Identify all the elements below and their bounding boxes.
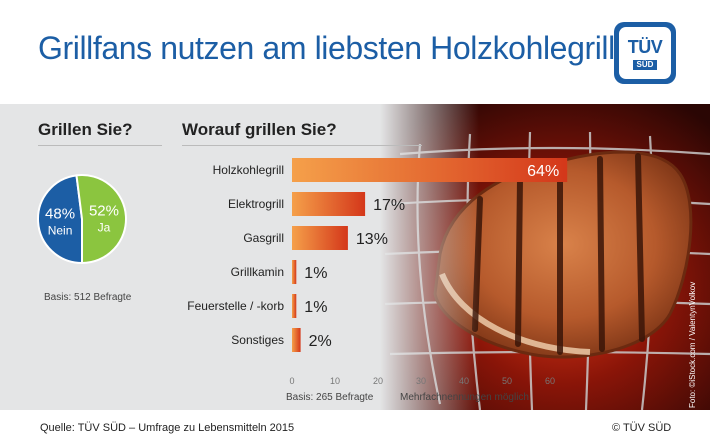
bar: [292, 328, 301, 352]
bar: [292, 260, 297, 284]
pie-slices: [37, 174, 127, 265]
bar-value-label: 17%: [373, 197, 405, 214]
source-note: Quelle: TÜV SÜD – Umfrage zu Lebensmitte…: [40, 422, 295, 434]
tuv-sud-logo: TÜV SÜD: [614, 22, 676, 84]
bar-category-label: Gasgrill: [243, 231, 284, 245]
copyright-note: © TÜV SÜD: [612, 422, 672, 434]
x-tick-label: 40: [459, 376, 469, 386]
page-title: Grillfans nutzen am liebsten Holzkohlegr…: [38, 30, 631, 66]
logo-line2: SÜD: [633, 60, 657, 70]
bar-divider: [182, 145, 422, 146]
pie-category-label: Ja: [98, 221, 111, 235]
pie-labels: 48%Nein 52%Ja: [45, 203, 119, 238]
bar-basis: Basis: 265 Befragte: [286, 392, 374, 403]
bar-value-label: 64%: [527, 163, 559, 180]
x-tick-label: 10: [330, 376, 340, 386]
x-tick-label: 60: [545, 376, 555, 386]
bar-category-label: Grillkamin: [231, 265, 284, 279]
logo-line1: TÜV: [627, 37, 663, 57]
bar-chart: 0 10 20 30 40 50 60 Holzkohlegrill 64% Elektrogr…: [187, 158, 568, 386]
bar-question: Worauf grillen Sie?: [182, 120, 337, 139]
x-tick-label: 50: [502, 376, 512, 386]
bar-category-label: Sonstiges: [231, 333, 284, 347]
bar: [292, 294, 297, 318]
bar-category-label: Holzkohlegrill: [213, 163, 284, 177]
x-tick-label: 30: [416, 376, 426, 386]
pie-divider: [38, 145, 162, 146]
bar: [292, 158, 568, 182]
bar: [292, 226, 348, 250]
bar-value-label: 1%: [304, 299, 327, 316]
footer: [0, 410, 710, 444]
bar: [292, 192, 366, 216]
bar-value-label: 1%: [304, 265, 327, 282]
bar-category-label: Feuerstelle / -korb: [187, 299, 284, 313]
bar-axis: 0 10 20 30 40 50 60: [289, 376, 555, 386]
bar-category-label: Elektrogrill: [228, 197, 284, 211]
pie-value-label: 52%: [89, 203, 119, 220]
x-tick-label: 20: [373, 376, 383, 386]
pie-value-label: 48%: [45, 205, 75, 222]
pie-slice-nein: [37, 174, 83, 265]
header: [0, 0, 710, 104]
pie-chart: 48%Nein 52%Ja: [37, 174, 127, 265]
bar-marks: Holzkohlegrill 64% Elektrogrill 17% Gasgrill…: [187, 158, 568, 352]
pie-basis: Basis: 512 Befragte: [44, 292, 132, 303]
pie-question: Grillen Sie?: [38, 120, 133, 139]
grill-photo-illustration: [380, 104, 710, 410]
x-tick-label: 0: [289, 376, 294, 386]
bar-value-label: 2%: [309, 333, 332, 350]
bar-value-label: 13%: [356, 231, 388, 248]
photo-credit: Foto: ©iStock.com / ValentynVolkov: [688, 281, 697, 408]
logo-inner: TÜV SÜD: [619, 27, 671, 79]
pie-slice-ja: [75, 174, 127, 265]
bar-note: Mehrfachnennungen möglich: [400, 392, 529, 403]
pie-category-label: Nein: [48, 223, 73, 237]
